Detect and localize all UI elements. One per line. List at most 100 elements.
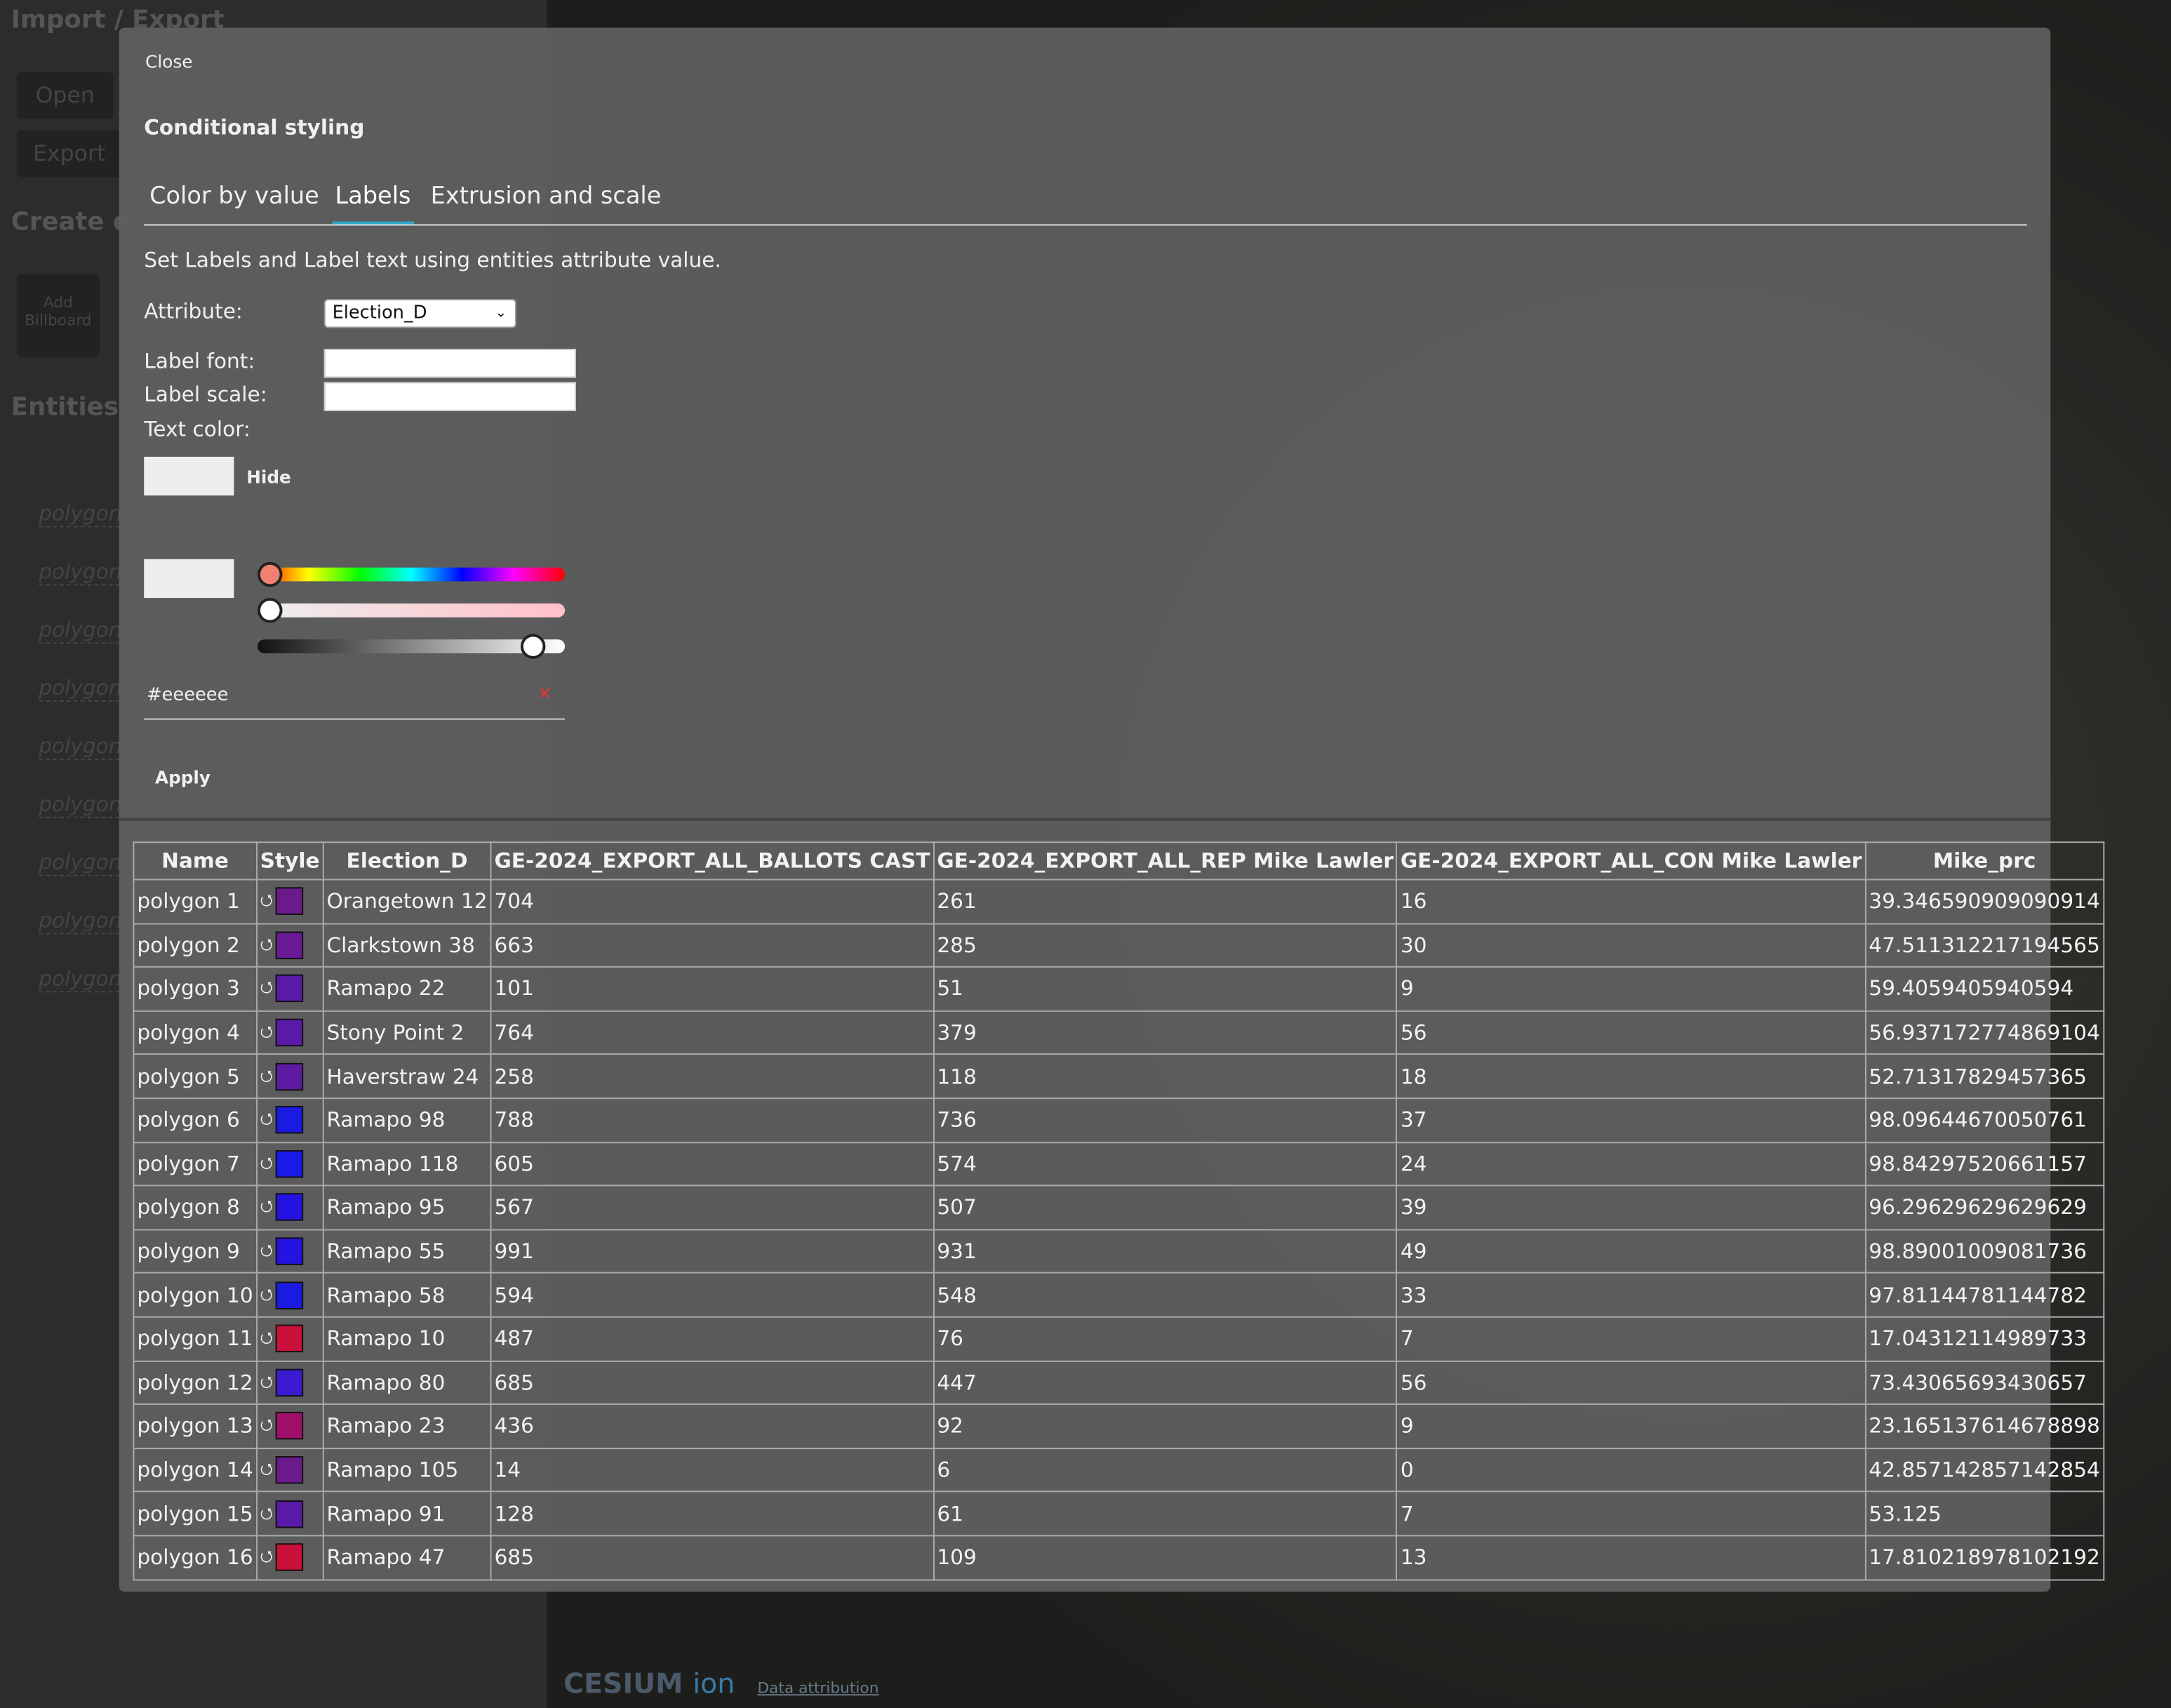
close-button[interactable]: Close xyxy=(145,51,193,72)
style-icon[interactable]: ⭯ xyxy=(260,1067,273,1085)
cell: 685 xyxy=(490,1535,935,1580)
cell: 13 xyxy=(1396,1535,1866,1580)
cell: 97.81144781144782 xyxy=(1864,1272,2104,1318)
hide-button[interactable]: Hide xyxy=(246,466,291,488)
saturation-slider[interactable] xyxy=(258,603,566,618)
column-header: Name xyxy=(133,841,258,881)
style-icon[interactable]: ⭯ xyxy=(260,1504,273,1522)
style-swatch xyxy=(275,1149,304,1178)
style-swatch xyxy=(275,975,304,1003)
open-button[interactable]: Open xyxy=(16,72,114,119)
cell: 567 xyxy=(490,1185,935,1231)
cell: 436 xyxy=(490,1403,935,1449)
cell: 258 xyxy=(490,1053,935,1100)
cell: 118 xyxy=(933,1053,1398,1100)
style-icon[interactable]: ⭯ xyxy=(260,1198,273,1216)
style-icon[interactable]: ⭯ xyxy=(260,1547,273,1566)
tab[interactable]: Extrusion and scale xyxy=(430,182,662,211)
table-row: polygon 7 ⭯ Ramapo 118 605 574 24 98.842975206… xyxy=(133,1141,2104,1187)
cesium-logo: CESIUM ion xyxy=(563,1667,735,1700)
cell: polygon 16 xyxy=(133,1535,258,1580)
column-header: GE-2024_EXPORT_ALL_CON Mike Lawler xyxy=(1396,841,1866,881)
cell: 39 xyxy=(1396,1185,1866,1231)
lightness-knob[interactable] xyxy=(520,634,546,659)
style-icon[interactable]: ⭯ xyxy=(260,1154,273,1173)
clear-icon[interactable]: × xyxy=(537,683,553,705)
cell: 23.165137614678898 xyxy=(1864,1403,2104,1449)
tab[interactable]: Color by value xyxy=(149,182,319,211)
style-cell: ⭯ xyxy=(255,1447,324,1493)
style-swatch xyxy=(275,1543,304,1572)
cell: polygon 4 xyxy=(133,1010,258,1055)
style-icon[interactable]: ⭯ xyxy=(260,891,273,910)
style-cell: ⭯ xyxy=(255,966,324,1012)
style-swatch xyxy=(275,1237,304,1265)
cell: 37 xyxy=(1396,1097,1866,1143)
column-header: Mike_prc xyxy=(1864,841,2104,881)
cell: polygon 10 xyxy=(133,1272,258,1318)
column-header: Election_D xyxy=(322,841,492,881)
cell: 764 xyxy=(490,1010,935,1055)
cell: Haverstraw 24 xyxy=(322,1053,492,1100)
attribute-label: Attribute: xyxy=(144,299,243,324)
style-icon[interactable]: ⭯ xyxy=(260,1416,273,1435)
label-scale-input[interactable] xyxy=(323,382,576,411)
style-icon[interactable]: ⭯ xyxy=(260,1460,273,1479)
style-cell: ⭯ xyxy=(255,1097,324,1143)
style-icon[interactable]: ⭯ xyxy=(260,1329,273,1347)
cell: 49 xyxy=(1396,1229,1866,1274)
attribute-select[interactable]: Election_D ⌄ xyxy=(323,299,517,328)
cell: 96.29629629629629 xyxy=(1864,1185,2104,1231)
cell: 736 xyxy=(933,1097,1398,1143)
table-row: polygon 10 ⭯ Ramapo 58 594 548 33 97.811447811… xyxy=(133,1272,2104,1318)
table-row: polygon 11 ⭯ Ramapo 10 487 76 7 17.04312114989… xyxy=(133,1316,2104,1361)
style-icon[interactable]: ⭯ xyxy=(260,1022,273,1041)
label-scale-label: Label scale: xyxy=(144,382,267,407)
style-swatch xyxy=(275,1062,304,1090)
hue-slider[interactable] xyxy=(258,567,566,582)
column-header: Style xyxy=(255,841,324,881)
cell: 17.04312114989733 xyxy=(1864,1316,2104,1361)
style-swatch xyxy=(275,931,304,959)
style-icon[interactable]: ⭯ xyxy=(260,1285,273,1304)
hue-knob[interactable] xyxy=(258,561,283,587)
style-cell: ⭯ xyxy=(255,1229,324,1274)
hex-input[interactable]: #eeeeee xyxy=(147,685,229,706)
style-icon[interactable]: ⭯ xyxy=(260,935,273,954)
column-header: GE-2024_EXPORT_ALL_REP Mike Lawler xyxy=(933,841,1398,881)
cell: polygon 1 xyxy=(133,879,258,924)
saturation-knob[interactable] xyxy=(258,598,283,623)
export-button[interactable]: Export xyxy=(16,130,122,178)
style-icon[interactable]: ⭯ xyxy=(260,979,273,998)
table-row: polygon 16 ⭯ Ramapo 47 685 109 13 17.810218978… xyxy=(133,1535,2104,1580)
cell: 39.346590909090914 xyxy=(1864,879,2104,924)
cell: Ramapo 22 xyxy=(322,966,492,1012)
style-cell: ⭯ xyxy=(255,1272,324,1318)
color-preview[interactable] xyxy=(144,456,234,496)
lightness-slider[interactable] xyxy=(258,639,566,653)
style-icon[interactable]: ⭯ xyxy=(260,1241,273,1260)
table-row: polygon 1 ⭯ Orangetown 12 704 261 16 39.346590… xyxy=(133,879,2104,924)
cell: 33 xyxy=(1396,1272,1866,1318)
select-value: Election_D xyxy=(332,302,427,324)
cell: 7 xyxy=(1396,1316,1866,1361)
cell: 16 xyxy=(1396,879,1866,924)
table-row: polygon 15 ⭯ Ramapo 91 128 61 7 53.125 xyxy=(133,1490,2104,1537)
add-billboard-button[interactable]: Add Billboard xyxy=(16,274,100,357)
hex-underline xyxy=(144,718,566,720)
attribution-link[interactable]: Data attribution xyxy=(757,1679,879,1697)
style-icon[interactable]: ⭯ xyxy=(260,1373,273,1391)
table-row: polygon 6 ⭯ Ramapo 98 788 736 37 98.0964467005… xyxy=(133,1097,2104,1143)
style-swatch xyxy=(275,1368,304,1396)
tab[interactable]: Labels xyxy=(335,182,411,211)
label-font-input[interactable] xyxy=(323,349,576,378)
cell: Ramapo 47 xyxy=(322,1535,492,1580)
cell: Ramapo 105 xyxy=(322,1447,492,1493)
text-color-label: Text color: xyxy=(144,416,250,442)
cell: Stony Point 2 xyxy=(322,1010,492,1055)
style-icon[interactable]: ⭯ xyxy=(260,1110,273,1129)
apply-button[interactable]: Apply xyxy=(154,766,211,788)
cell: 261 xyxy=(933,879,1398,924)
tab-divider xyxy=(144,224,2027,226)
